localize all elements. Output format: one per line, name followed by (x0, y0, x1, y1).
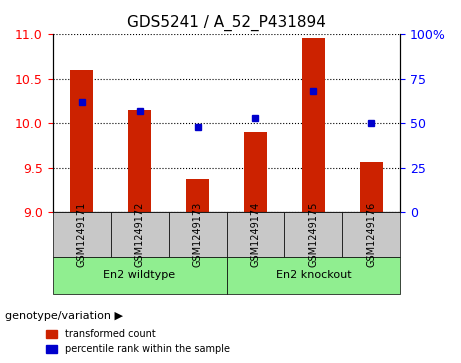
Legend: transformed count, percentile rank within the sample: transformed count, percentile rank withi… (42, 326, 234, 358)
Bar (70, 70, 93, 212)
Text: GSM1249174: GSM1249174 (250, 202, 260, 268)
Bar (244, 132, 267, 212)
FancyBboxPatch shape (111, 212, 169, 257)
FancyBboxPatch shape (284, 212, 343, 257)
Text: En2 knockout: En2 knockout (276, 270, 351, 280)
Text: GSM1249173: GSM1249173 (193, 202, 202, 268)
Text: GSM1249175: GSM1249175 (308, 202, 319, 268)
Bar (186, 179, 209, 212)
Text: En2 wildtype: En2 wildtype (103, 270, 176, 280)
FancyBboxPatch shape (169, 212, 226, 257)
Text: genotype/variation ▶: genotype/variation ▶ (5, 311, 123, 321)
Text: GSM1249171: GSM1249171 (77, 202, 87, 268)
Text: GSM1249176: GSM1249176 (366, 202, 377, 268)
FancyBboxPatch shape (343, 212, 401, 257)
Bar (128, 110, 151, 212)
Text: GSM1249172: GSM1249172 (135, 202, 145, 268)
FancyBboxPatch shape (53, 212, 111, 257)
FancyBboxPatch shape (226, 212, 284, 257)
FancyBboxPatch shape (226, 257, 401, 294)
Bar (302, 37, 325, 212)
FancyBboxPatch shape (53, 257, 226, 294)
Bar (360, 162, 383, 212)
Title: GDS5241 / A_52_P431894: GDS5241 / A_52_P431894 (127, 15, 326, 31)
